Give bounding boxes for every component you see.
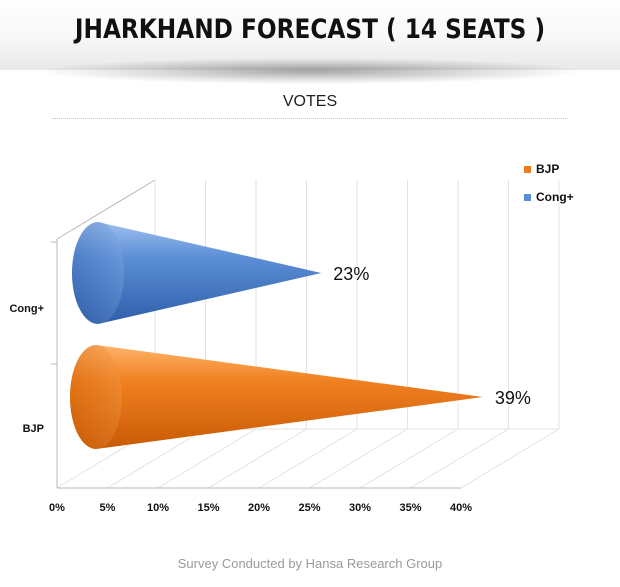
labels-layer: 39% BJP 23% Cong+	[9, 264, 530, 435]
floor-gridline	[410, 428, 509, 489]
source-footer: Survey Conducted by Hansa Research Group	[177, 556, 443, 571]
floor-gridline	[157, 428, 257, 489]
title-divider	[52, 118, 568, 119]
floor-gridline	[309, 428, 408, 489]
x-tick-label: 40%	[450, 502, 472, 514]
y-category-label-bjp: BJP	[23, 423, 44, 435]
floor-gridline	[107, 428, 206, 489]
floor-gridline	[208, 428, 307, 489]
x-tick-label: 0%	[49, 502, 65, 514]
bar-bjp	[70, 345, 483, 449]
y-category-label-cong: Cong+	[9, 303, 44, 315]
header-band	[0, 0, 620, 70]
x-tick-label: 5%	[100, 502, 116, 514]
header-shadow	[40, 58, 580, 84]
bar-cong	[72, 222, 322, 324]
bars-layer	[70, 222, 483, 449]
x-tick-label: 10%	[147, 502, 169, 514]
data-label-cong: 23%	[333, 264, 369, 284]
x-tick-label: 35%	[399, 502, 421, 514]
legend-label-bjp: BJP	[536, 162, 559, 176]
floor-gridline	[359, 428, 459, 489]
page-title: JHARKHAND FORECAST ( 14 SEATS )	[74, 14, 546, 45]
x-tick-label: 30%	[349, 502, 371, 514]
x-tick-label: 15%	[197, 502, 219, 514]
legend-layer: BJP Cong+	[524, 162, 574, 204]
legend-label-cong: Cong+	[536, 190, 574, 204]
axis-layer: 0% 5% 10% 15% 20% 25% 30% 35% 40%	[49, 179, 472, 514]
legend-swatch-bjp	[524, 166, 531, 173]
floor-gridline	[460, 428, 560, 489]
bar-base-bjp	[70, 345, 122, 449]
legend-swatch-cong	[524, 194, 531, 201]
side-top-edge	[56, 179, 156, 240]
chart-title: VOTES	[282, 93, 338, 110]
x-tick-label: 25%	[298, 502, 320, 514]
bar-base-cong	[72, 222, 124, 324]
floor-gridline	[258, 428, 358, 489]
x-tick-label: 20%	[248, 502, 270, 514]
data-label-bjp: 39%	[495, 388, 531, 408]
